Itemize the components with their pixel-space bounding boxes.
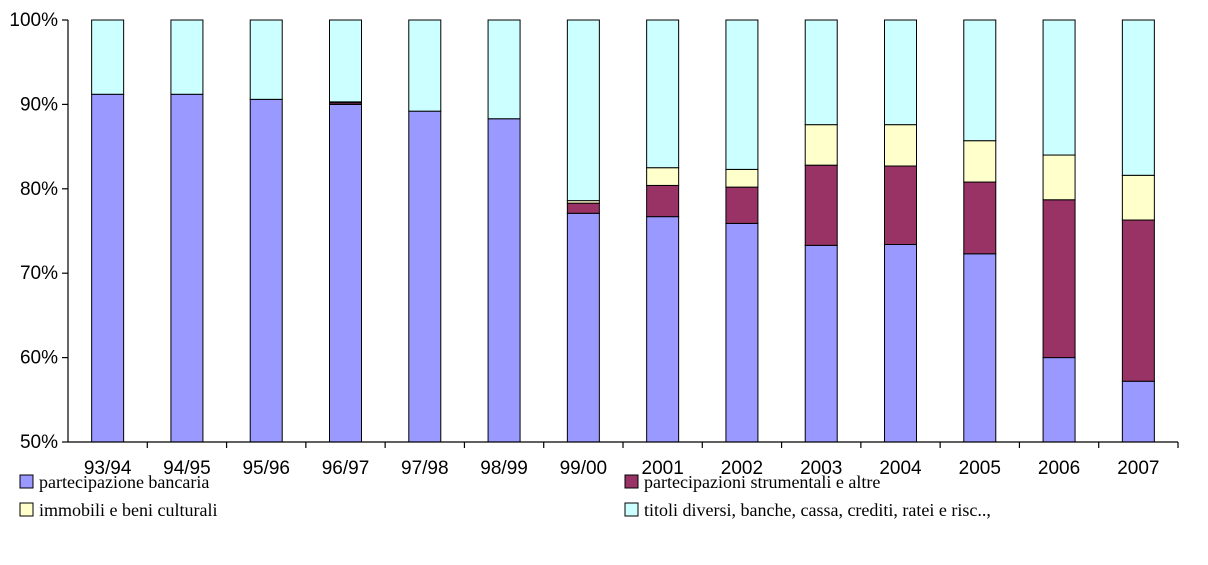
bar-segment-1: [884, 244, 917, 443]
y-ticks-group: 50% 60% 70% 80% 90% 100%: [9, 10, 68, 453]
x-tick-label: 2007: [1117, 458, 1159, 479]
x-tick-label: 98/99: [480, 458, 528, 479]
bar-segment-4: [1042, 19, 1076, 156]
bar-segment-1: [725, 222, 759, 443]
bar-segment-1: [170, 93, 204, 443]
legend-swatch: [624, 502, 639, 517]
bar-segment-2: [725, 186, 759, 224]
legend-label: partecipazione bancaria: [39, 472, 209, 492]
bar-segment-3: [646, 167, 680, 186]
x-tick-label: 2005: [959, 458, 1001, 479]
bar-segment-1: [804, 244, 838, 443]
x-tick-label: 99/00: [560, 458, 608, 479]
bar-segment-4: [884, 19, 917, 126]
x-tick-label: 93/94: [84, 458, 132, 479]
bars-group: [91, 19, 1155, 443]
bar-segment-2: [566, 202, 600, 214]
bar-segment-1: [1042, 357, 1076, 443]
bar-segment-4: [91, 19, 125, 95]
bar-segment-4: [408, 19, 442, 112]
bar-segment-3: [884, 124, 917, 167]
x-tick-label: 94/95: [163, 458, 211, 479]
bar-segment-4: [646, 19, 680, 169]
bar-segment-2: [884, 165, 917, 246]
bar-segment-3: [725, 168, 759, 188]
axes-group: [67, 20, 1178, 443]
x-tick-label: 2004: [879, 458, 922, 479]
bar-segment-1: [408, 110, 442, 443]
bar-segment-3: [963, 140, 997, 183]
bar-segment-4: [804, 19, 838, 126]
bar-segment-1: [329, 103, 362, 443]
bar-segment-2: [1042, 199, 1076, 359]
x-tick-label: 2006: [1038, 458, 1080, 479]
y-tick-label: 100%: [9, 10, 58, 31]
legend-swatch: [19, 474, 34, 489]
bar-segment-3: [1042, 154, 1076, 201]
x-tick-label: 97/98: [401, 458, 449, 479]
bar-segment-1: [646, 216, 680, 443]
y-tick-label: 90%: [20, 94, 58, 115]
legend-swatch: [624, 474, 639, 489]
bar-segment-1: [91, 93, 125, 443]
legend-swatch: [19, 502, 34, 517]
bar-segment-3: [804, 124, 838, 166]
bar-segment-4: [1121, 19, 1155, 176]
bar-segment-4: [725, 19, 759, 170]
x-tick-label: 2003: [800, 458, 842, 479]
bar-segment-2: [804, 164, 838, 246]
y-tick-label: 70%: [20, 263, 58, 284]
y-tick-label: 50%: [20, 432, 58, 453]
legend: partecipazione bancaria partecipazioni st…: [19, 472, 991, 520]
x-tick-label: 2001: [642, 458, 684, 479]
legend-label: partecipazioni strumentali e altre: [644, 472, 880, 492]
x-tick-label: 96/97: [322, 458, 370, 479]
x-tick-label: 2002: [721, 458, 763, 479]
bar-segment-4: [329, 19, 362, 103]
bar-segment-4: [170, 19, 204, 95]
bar-segment-4: [963, 19, 997, 142]
bar-segment-4: [249, 19, 283, 100]
bar-segment-2: [963, 181, 997, 255]
bar-segment-1: [487, 118, 521, 443]
bar-segment-3: [1121, 174, 1155, 221]
bar-segment-4: [566, 19, 600, 202]
legend-label: immobili e beni culturali: [39, 500, 217, 520]
legend-label: titoli diversi, banche, cassa, crediti, …: [644, 500, 991, 520]
y-tick-label: 80%: [20, 179, 58, 200]
bar-segment-2: [1121, 219, 1155, 382]
bar-segment-2: [646, 184, 680, 218]
bar-segment-1: [1121, 380, 1155, 443]
y-tick-label: 60%: [20, 348, 58, 369]
x-ticks-group: 93/94 94/95 95/96 96/97 97/98 98/99 99/00 2001 2…: [84, 442, 1179, 479]
bar-segment-1: [963, 253, 997, 443]
x-tick-label: 95/96: [242, 458, 290, 479]
bar-segment-1: [566, 212, 600, 443]
bar-segment-1: [249, 98, 283, 443]
bar-segment-4: [487, 19, 521, 120]
